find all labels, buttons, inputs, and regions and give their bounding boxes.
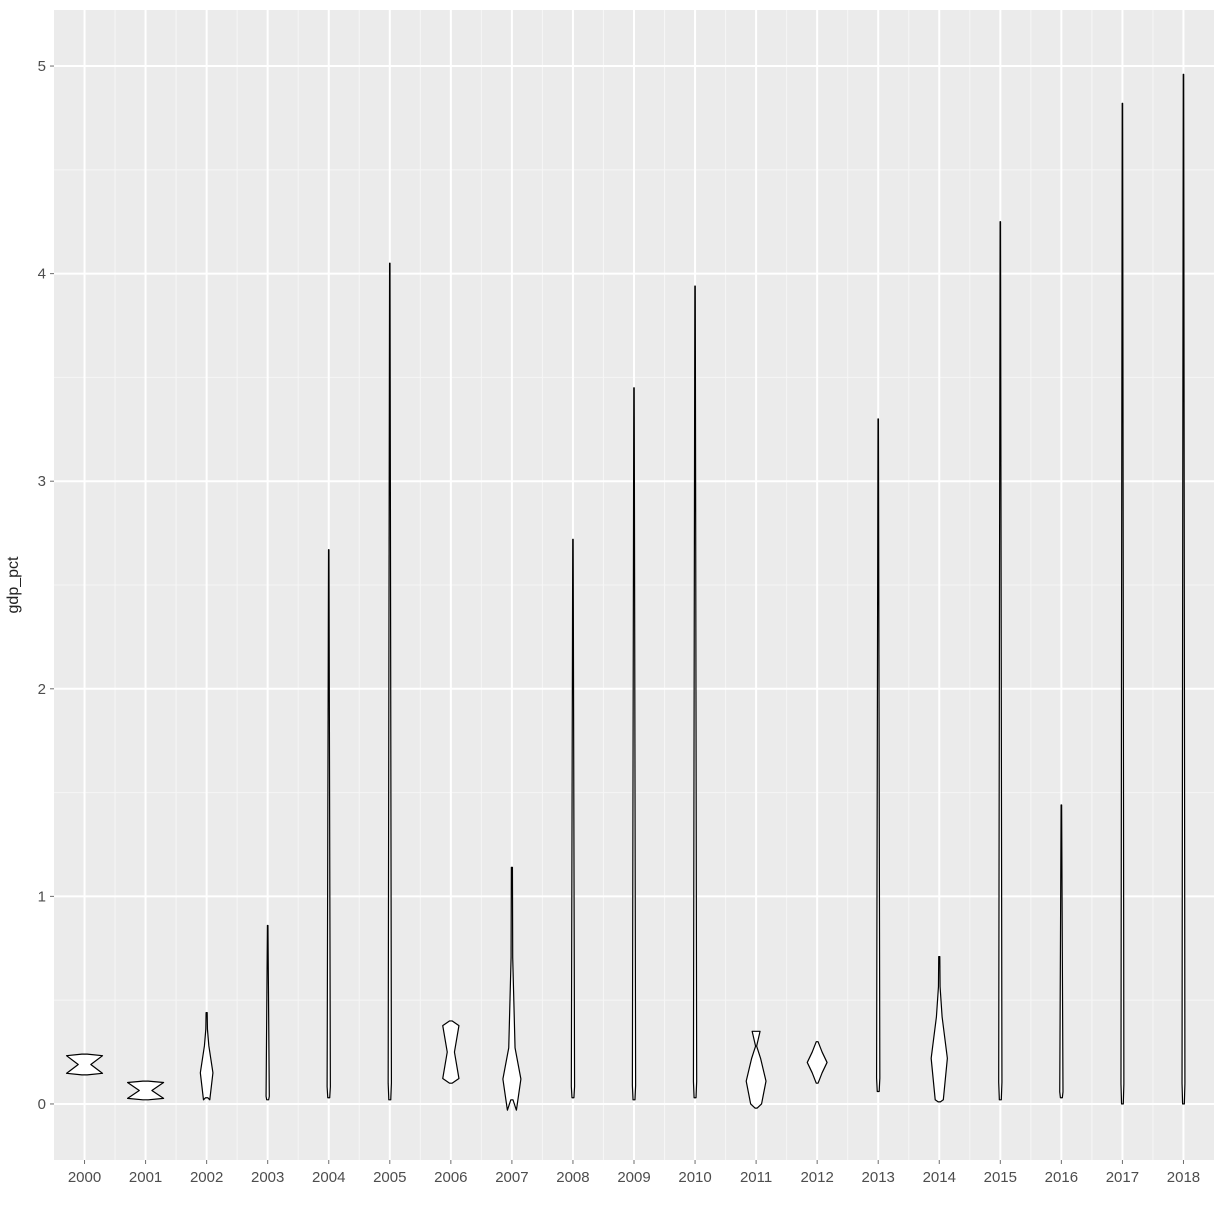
- x-tick-label: 2005: [373, 1169, 406, 1186]
- y-tick-label: 0: [38, 1096, 46, 1113]
- x-tick-label: 2012: [800, 1169, 833, 1186]
- y-tick-label: 5: [38, 58, 46, 75]
- x-tick-label: 2009: [617, 1169, 650, 1186]
- y-tick-label: 3: [38, 473, 46, 490]
- x-tick-label: 2017: [1106, 1169, 1139, 1186]
- x-tick-label: 2015: [984, 1169, 1017, 1186]
- x-tick-label: 2008: [556, 1169, 589, 1186]
- x-tick-label: 2016: [1045, 1169, 1078, 1186]
- y-tick-label: 4: [38, 266, 46, 283]
- violin-chart: 0 1 2 3 4 5 2000 2001 2002 2003 2004 2005 2006 2007 20…: [0, 0, 1224, 1224]
- x-tick-label: 2018: [1167, 1169, 1200, 1186]
- y-axis-title: gdp_pct: [5, 556, 22, 613]
- x-tick-label: 2000: [68, 1169, 101, 1186]
- x-tick-label: 2014: [923, 1169, 956, 1186]
- x-tick-label: 2011: [740, 1169, 772, 1186]
- x-tick-label: 2006: [434, 1169, 467, 1186]
- x-tick-label: 2013: [862, 1169, 895, 1186]
- y-tick-label: 2: [38, 681, 46, 698]
- x-tick-label: 2010: [678, 1169, 711, 1186]
- y-tick-label: 1: [38, 888, 46, 905]
- x-tick-label: 2003: [251, 1169, 284, 1186]
- x-tick-label: 2007: [495, 1169, 528, 1186]
- x-tick-label: 2002: [190, 1169, 223, 1186]
- x-tick-label: 2004: [312, 1169, 345, 1186]
- x-tick-label: 2001: [129, 1169, 162, 1186]
